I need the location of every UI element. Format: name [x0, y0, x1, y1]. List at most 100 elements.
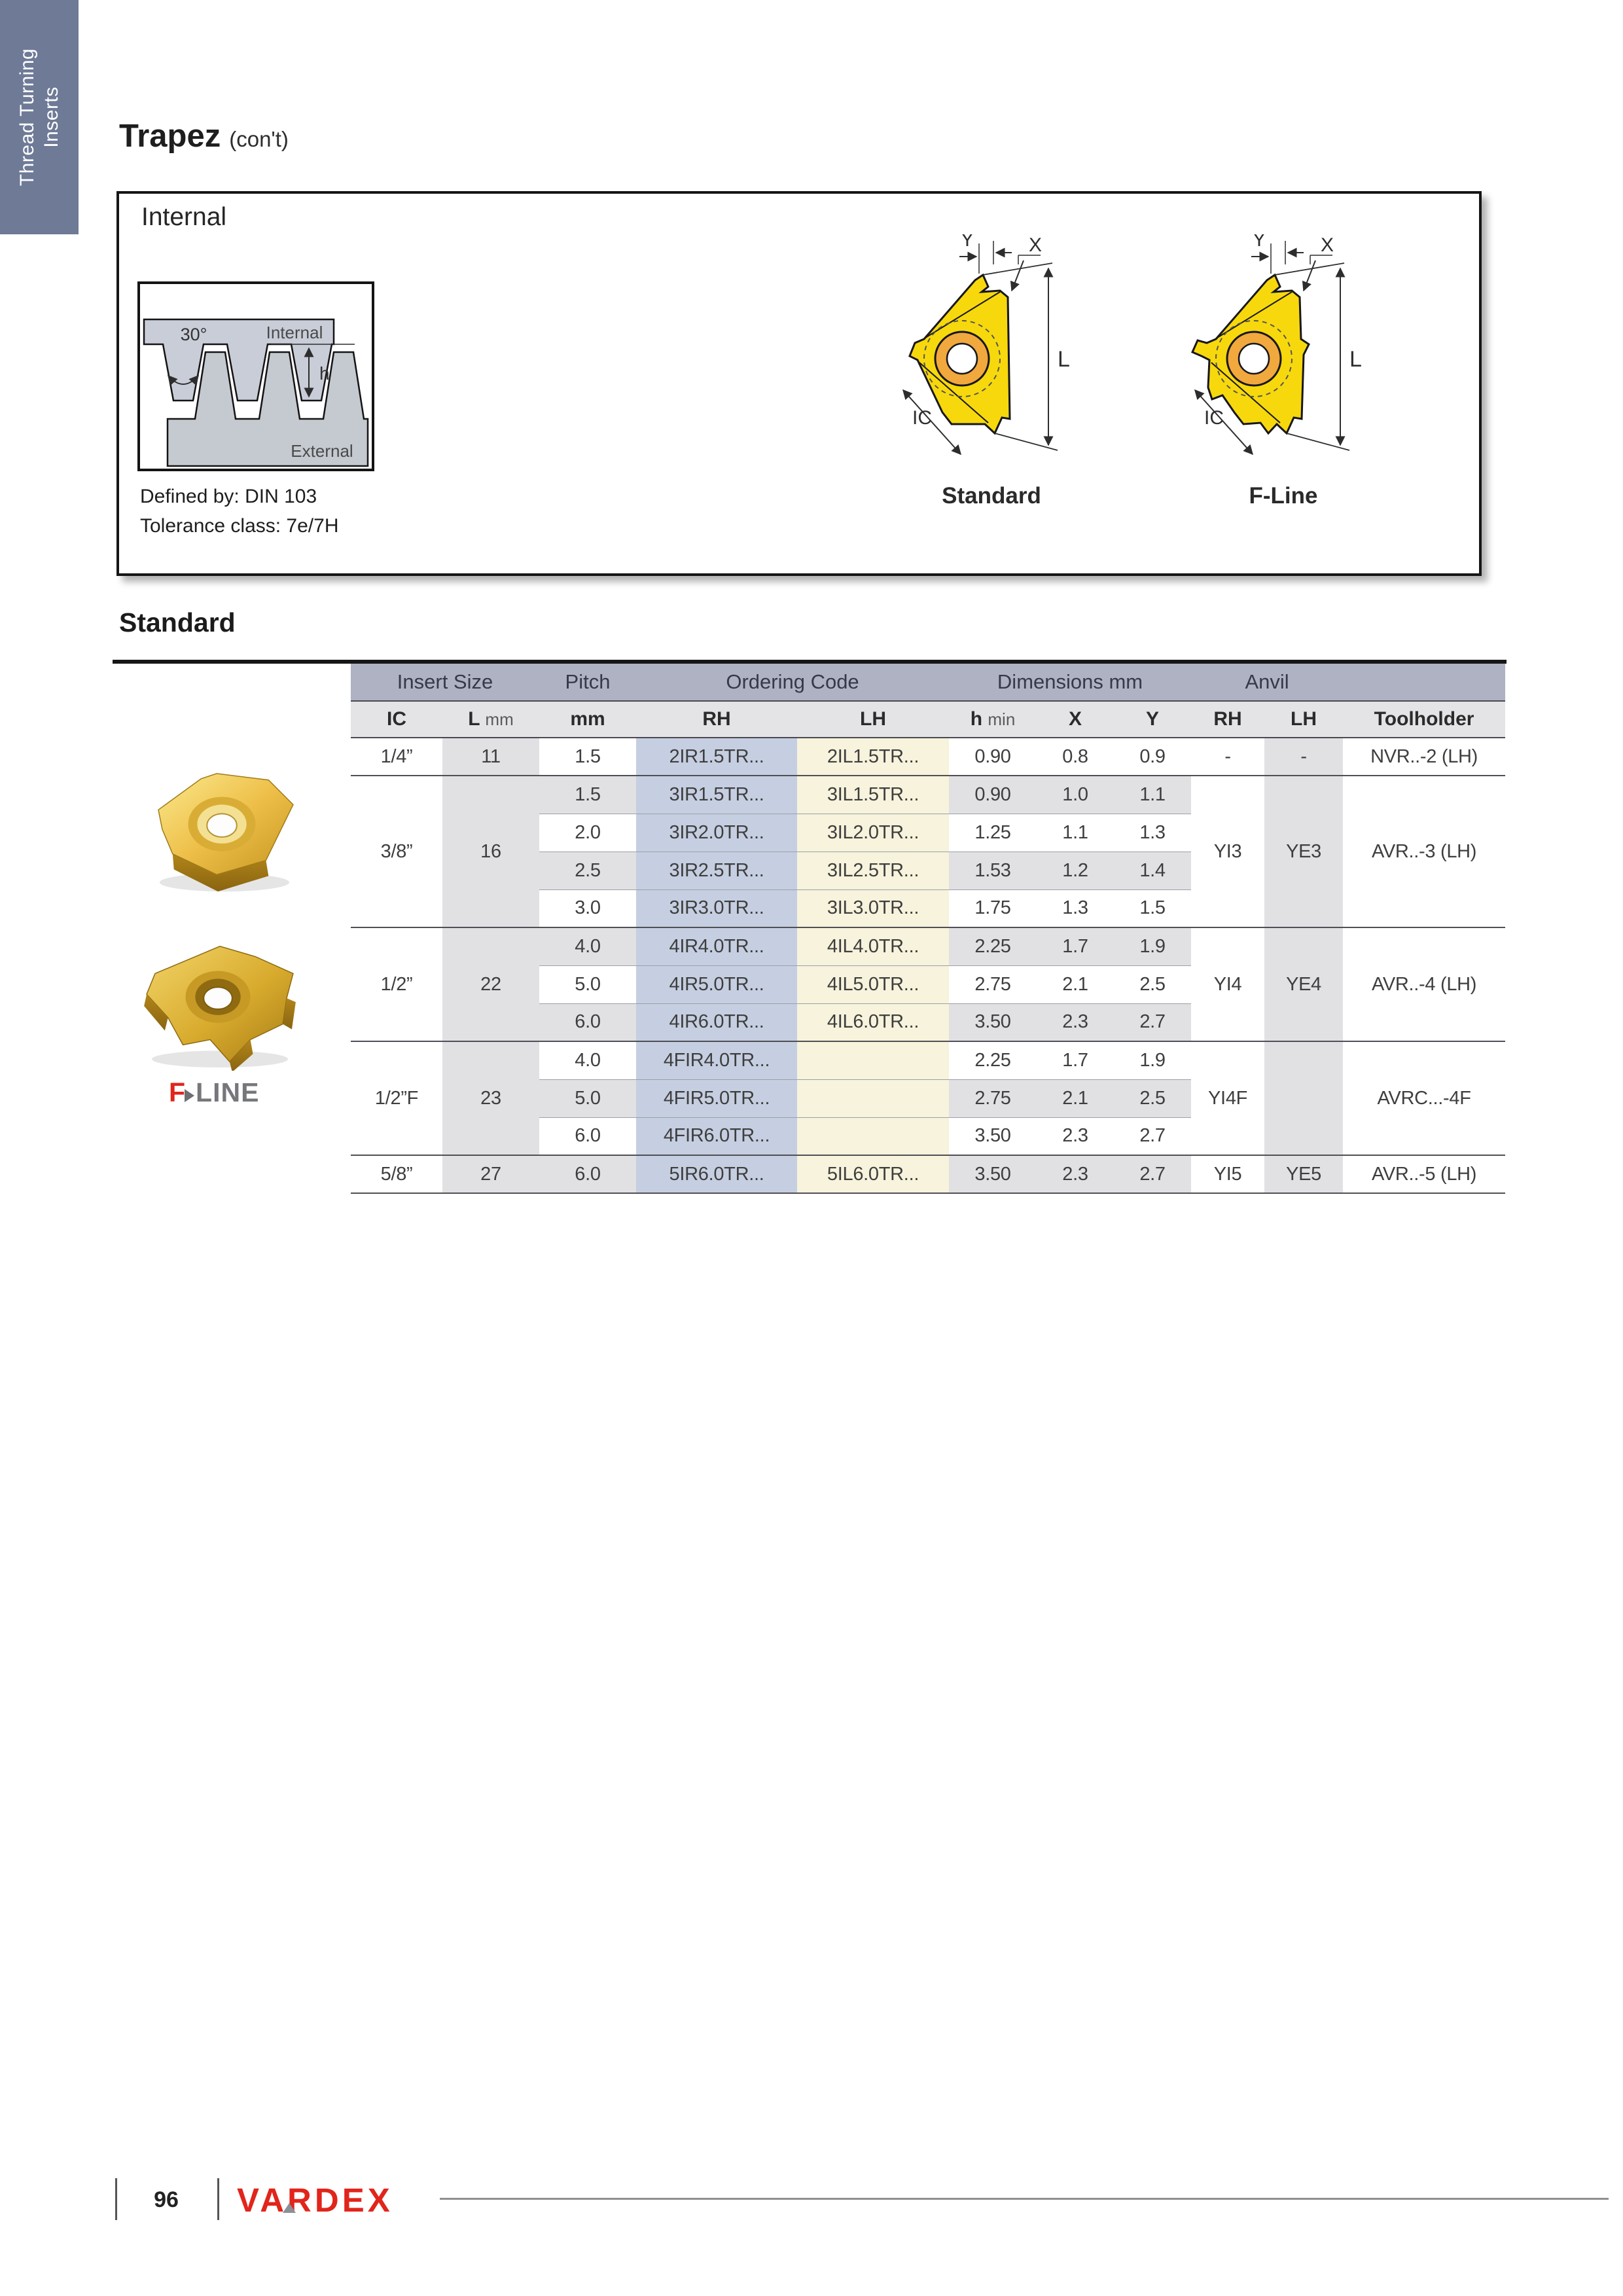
cell-anvil-lh: YE4	[1264, 927, 1344, 1041]
cell-pitch: 3.0	[539, 889, 637, 927]
profile-h-label: h	[319, 363, 330, 384]
cell-y: 2.7	[1114, 1155, 1192, 1194]
fline-logo-triangle-icon	[185, 1088, 195, 1102]
cell-toolholder: AVR..-3 (LH)	[1343, 775, 1506, 927]
fline-logo-line: LINE	[196, 1077, 260, 1107]
cell-anvil-rh: YI5	[1191, 1155, 1265, 1194]
standard-insert-figure: L Y X IC Standard	[872, 234, 1111, 509]
cell-hmin: 1.75	[949, 889, 1037, 927]
dim-Y-label: Y	[1253, 234, 1266, 251]
cell-hmin: 0.90	[974, 745, 1011, 767]
cell-pitch: 6.0	[539, 1155, 637, 1194]
fline-insert-figure: L Y X IC F-Line	[1164, 234, 1403, 509]
cell-pitch: 2.0	[539, 813, 637, 852]
cell-ordering-rh: 4IR5.0TR...	[636, 965, 798, 1003]
cell-ordering-rh: 3IR2.0TR...	[636, 813, 798, 852]
footer-divider	[115, 2178, 117, 2220]
cell-ic: 1/2”F	[351, 1041, 442, 1155]
subheader-anvil-lh: LH	[1264, 701, 1344, 738]
cell-l: 16	[442, 775, 540, 927]
cell-hmin: 1.53	[949, 851, 1037, 889]
cell-l: 11	[442, 738, 540, 776]
cell-y: 2.7	[1114, 1003, 1192, 1041]
cell-ordering-lh	[797, 1041, 950, 1079]
cell-x: 0.8	[1062, 745, 1088, 767]
cell-x: 2.3	[1037, 1117, 1115, 1155]
vardex-logo: VARDEX	[237, 2181, 393, 2219]
subheader-mm: mm	[539, 701, 637, 738]
cell-ordering-rh: 3IR1.5TR...	[636, 775, 798, 814]
cell-hmin: 2.75	[949, 1079, 1037, 1117]
insert-hole	[1238, 342, 1270, 375]
table-row: 2.0 3IR2.0TR... 3IL2.0TR... 1.25 1.1 1.3	[351, 813, 1505, 852]
cell-anvil-lh	[1264, 1041, 1344, 1155]
table-row: 6.0 4IR6.0TR... 4IL6.0TR... 3.50 2.3 2.7	[351, 1003, 1505, 1041]
internal-heading: Internal	[141, 203, 227, 231]
subheader-l: L mm	[442, 701, 540, 738]
chapter-tab: Thread Turning Inserts	[0, 0, 79, 234]
fline-insert-photo	[144, 946, 296, 1071]
header-anvil: Anvil	[1191, 664, 1344, 702]
cell-ordering-rh: 2IR1.5TR...	[636, 738, 798, 776]
group-quarter-inch: 1/4” 11 1.5 2IR1.5TR... 2IL1.5TR... 0.90…	[351, 738, 1505, 776]
standard-spec-table: Insert Size Pitch Ordering Code Dimensio…	[351, 664, 1506, 1194]
subheader-ic: IC	[351, 701, 442, 738]
cell-ordering-lh: 3IL2.5TR...	[797, 851, 950, 889]
cell-toolholder: AVR..-4 (LH)	[1343, 927, 1506, 1041]
cell-x: 2.1	[1037, 965, 1115, 1003]
cell-hmin: 2.25	[949, 1041, 1037, 1079]
table-row: 5.0 4IR5.0TR... 4IL5.0TR... 2.75 2.1 2.5	[351, 965, 1505, 1003]
subheader-x: X	[1037, 701, 1115, 738]
cell-ordering-lh: 4IL5.0TR...	[797, 965, 950, 1003]
vardex-a-triangle-icon	[283, 2203, 296, 2213]
insert-hole	[946, 342, 978, 375]
header-pitch: Pitch	[539, 664, 637, 702]
cell-y: 1.3	[1114, 813, 1192, 852]
table-row: 6.0 4FIR6.0TR... 3.50 2.3 2.7	[351, 1117, 1505, 1155]
cell-hmin: 1.25	[949, 813, 1037, 852]
group-half-inch: 1/2” 22 4.0 4IR4.0TR... 4IL4.0TR... 2.25…	[351, 927, 1506, 1041]
dim-X-label: X	[1321, 234, 1334, 256]
fline-logo: F LINE	[169, 1077, 259, 1108]
standard-figure-caption: Standard	[942, 483, 1041, 509]
cell-ordering-lh: 3IL2.0TR...	[797, 813, 950, 852]
cell-hmin: 3.50	[949, 1155, 1037, 1194]
cell-y: 1.5	[1114, 889, 1192, 927]
group-half-inch-f: 1/2”F 23 4.0 4FIR4.0TR... 2.25 1.7 1.9 Y…	[351, 1041, 1506, 1155]
cell-ordering-rh: 4FIR5.0TR...	[636, 1079, 798, 1117]
cell-pitch: 1.5	[575, 745, 601, 767]
table-row: 2.5 3IR2.5TR... 3IL2.5TR... 1.53 1.2 1.4	[351, 851, 1505, 889]
cell-pitch: 4.0	[539, 927, 637, 965]
cell-x: 1.3	[1037, 889, 1115, 927]
vardex-logo-text: VARDEX	[237, 2181, 393, 2219]
cell-y: 1.1	[1114, 775, 1192, 814]
cell-ordering-rh: 4IR6.0TR...	[636, 1003, 798, 1041]
cell-ordering-lh: 4IL6.0TR...	[797, 1003, 950, 1041]
cell-y: 2.5	[1114, 1079, 1192, 1117]
header-band1-spacer	[1343, 664, 1506, 702]
table-row: 1/4” 11 1.5 2IR1.5TR... 2IL1.5TR... 0.90…	[351, 738, 1505, 776]
table-row: 1/2”F 23 4.0 4FIR4.0TR... 2.25 1.7 1.9 Y…	[351, 1041, 1506, 1155]
dim-L-label: L	[1349, 347, 1362, 372]
cell-toolholder: AVR..-5 (LH)	[1343, 1155, 1506, 1194]
cell-hmin: 0.90	[949, 775, 1037, 814]
cell-pitch: 2.5	[539, 851, 637, 889]
header-insert-size: Insert Size	[351, 664, 540, 702]
cell-y: 1.9	[1114, 927, 1192, 965]
cell-x: 1.1	[1037, 813, 1115, 852]
standard-insert-photo	[158, 773, 294, 892]
page-title-main: Trapez	[119, 118, 221, 154]
cell-hmin: 2.25	[949, 927, 1037, 965]
chapter-tab-line2: Inserts	[41, 86, 62, 148]
subheader-anvil-rh: RH	[1191, 701, 1265, 738]
cell-anvil-rh: -	[1224, 745, 1231, 767]
cell-ordering-rh: 3IR3.0TR...	[636, 889, 798, 927]
cell-x: 1.0	[1037, 775, 1115, 814]
dim-L-label: L	[1058, 347, 1070, 372]
subheader-hmin: h min	[949, 701, 1037, 738]
cell-ordering-lh: 2IL1.5TR...	[797, 738, 950, 776]
cell-ordering-rh: 4FIR6.0TR...	[636, 1117, 798, 1155]
cell-y: 1.4	[1114, 851, 1192, 889]
cell-ic: 1/4”	[380, 745, 413, 767]
defined-by-text: Defined by: DIN 103	[140, 486, 317, 507]
